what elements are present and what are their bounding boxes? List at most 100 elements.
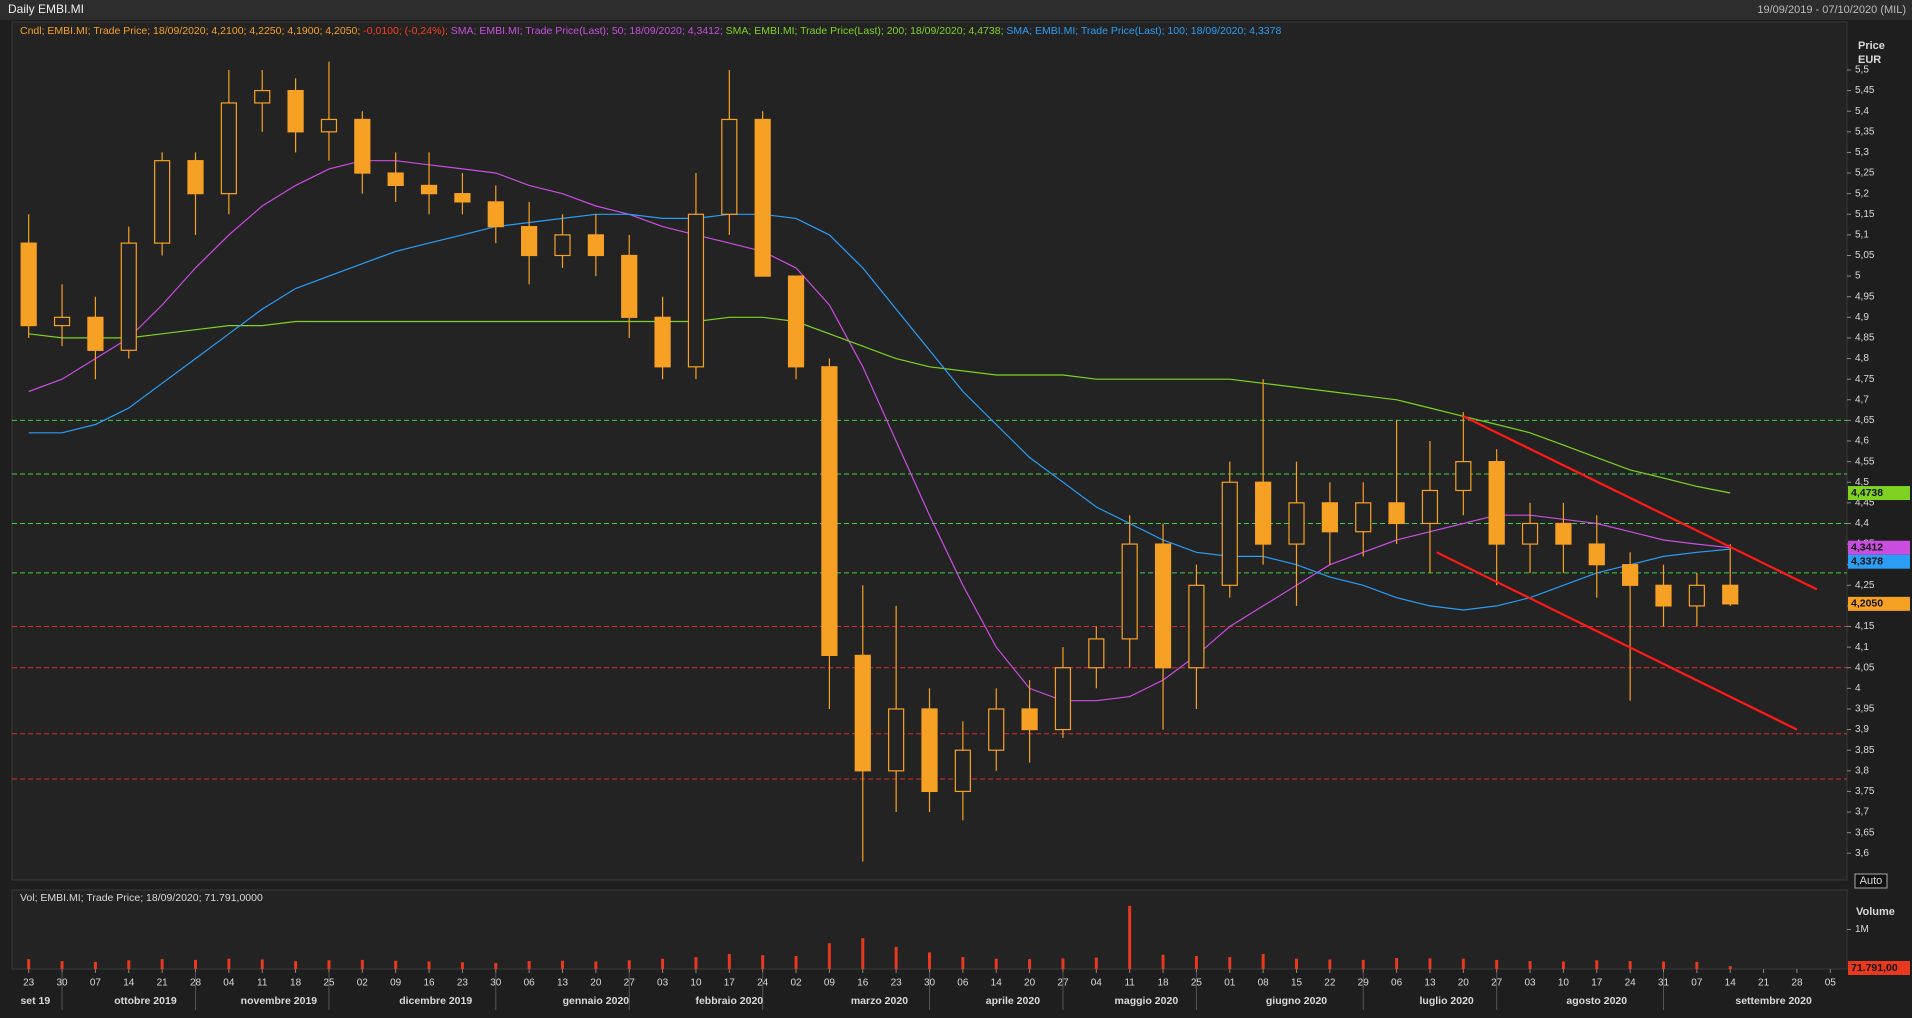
- y-tick-label: 4: [1855, 683, 1861, 694]
- sma-line: [28, 316, 1731, 494]
- volume-bar: [1261, 953, 1265, 969]
- candle-body: [954, 749, 971, 793]
- y-tick-label: 5,4: [1855, 106, 1869, 117]
- y-tick-label: 4,9: [1855, 312, 1869, 323]
- y-tick-label: 4,1: [1855, 642, 1869, 653]
- x-tick-label: 16: [423, 978, 435, 989]
- month-label: maggio 2020: [1115, 995, 1179, 1007]
- y-tick-label: 3,75: [1855, 786, 1875, 797]
- auto-button[interactable]: [1854, 873, 1888, 889]
- candle-body: [721, 118, 738, 215]
- month-label: febbraio 2020: [695, 995, 763, 1007]
- volume-bar: [1528, 961, 1532, 969]
- month-label: marzo 2020: [851, 995, 908, 1007]
- volume-bar: [60, 961, 64, 969]
- candle-body: [1121, 543, 1138, 640]
- volume-bar: [360, 959, 364, 969]
- y-tick-label: 4,95: [1855, 291, 1875, 302]
- y-tick-label: 5,25: [1855, 168, 1875, 179]
- volume-title: Volume: [1856, 906, 1895, 918]
- candle-body: [1655, 584, 1672, 607]
- x-tick-label: 18: [1157, 978, 1169, 989]
- candle-body: [854, 654, 871, 772]
- candle-body: [687, 213, 705, 368]
- y-tick-label: 5,2: [1855, 188, 1869, 199]
- candle-body: [621, 254, 638, 318]
- y-tick-label: 5,15: [1855, 209, 1875, 220]
- auto-button-label[interactable]: Auto: [1860, 875, 1883, 887]
- candle-body: [988, 708, 1005, 751]
- x-tick-label: 03: [657, 978, 669, 989]
- candle-body: [87, 316, 104, 351]
- x-tick-label: 11: [257, 978, 268, 989]
- x-tick-label: 18: [290, 978, 302, 989]
- candle-body: [1421, 489, 1439, 525]
- y-tick-label: 3,8: [1855, 765, 1869, 776]
- volume-bar: [527, 961, 531, 969]
- candle-body: [587, 234, 604, 257]
- y-tick-label: 3,9: [1855, 724, 1869, 735]
- candle-body: [754, 118, 771, 277]
- x-tick-label: 10: [1558, 978, 1570, 989]
- volume-bar: [561, 960, 564, 969]
- volume-bar: [627, 960, 631, 969]
- candle-body: [1622, 564, 1639, 586]
- candle-body: [921, 708, 938, 793]
- legend-entry: SMA; EMBI.MI; Trade Price(Last); 100; 18…: [1006, 25, 1281, 37]
- candle-body: [1154, 543, 1172, 669]
- x-tick-label: 14: [123, 978, 135, 989]
- legend-entry: SMA; EMBI.MI; Trade Price(Last); 200; 18…: [726, 25, 1007, 37]
- y-tick-label: 5,3: [1855, 147, 1869, 158]
- volume-bar: [994, 958, 998, 969]
- y-tick-label: 4,6: [1855, 436, 1869, 447]
- value-tag-label: 4,4738: [1851, 487, 1883, 499]
- candle-body: [287, 89, 304, 133]
- month-label: novembre 2019: [241, 995, 318, 1007]
- candle-body: [821, 366, 838, 656]
- x-tick-label: 02: [790, 978, 802, 989]
- x-tick-label: 09: [390, 978, 402, 989]
- candle-body: [1488, 461, 1505, 545]
- y-tick-label: 4,25: [1855, 580, 1875, 591]
- y-tick-label: 4,05: [1855, 662, 1875, 673]
- x-tick-label: 04: [1091, 978, 1103, 989]
- candle-body: [1355, 502, 1372, 533]
- x-tick-label: 09: [824, 978, 836, 989]
- candle-body: [354, 118, 371, 174]
- y-tick-label: 4,15: [1855, 621, 1875, 632]
- volume-bar: [1628, 961, 1632, 969]
- candle-body: [1054, 667, 1072, 731]
- y-tick-label: 4,7: [1855, 394, 1869, 405]
- x-tick-label: 16: [857, 978, 869, 989]
- candle-body: [20, 242, 37, 327]
- x-tick-label: 08: [1258, 978, 1270, 989]
- volume-legend: Vol; EMBI.MI; Trade Price; 18/09/2020; 7…: [20, 892, 263, 904]
- x-tick-label: 01: [1224, 978, 1236, 989]
- y-tick-label: 3,65: [1855, 827, 1875, 838]
- trend-line: [1462, 415, 1818, 591]
- month-label: giugno 2020: [1266, 995, 1327, 1007]
- volume-bar: [894, 946, 898, 969]
- chart-title: Daily EMBI.MI: [8, 2, 84, 16]
- volume-bar: [727, 953, 731, 969]
- volume-bar: [427, 961, 431, 969]
- volume-bar: [761, 955, 765, 969]
- candle-body: [1388, 502, 1405, 525]
- y-tick-label: 4,45: [1855, 497, 1875, 508]
- y-tick-label: 3,85: [1855, 745, 1875, 756]
- candle-body: [387, 172, 404, 187]
- value-tag-label: 4,3378: [1851, 555, 1883, 567]
- y-axis-unit: EUR: [1858, 54, 1881, 66]
- x-tick-label: 20: [1024, 978, 1036, 989]
- x-tick-label: 10: [690, 978, 702, 989]
- month-label: settembre 2020: [1735, 995, 1812, 1007]
- x-tick-label: 22: [1324, 978, 1336, 989]
- month-label: agosto 2020: [1566, 995, 1627, 1007]
- y-tick-label: 4,4: [1855, 518, 1869, 529]
- y-tick-label: 5: [1855, 271, 1861, 282]
- x-tick-label: 21: [1758, 978, 1770, 989]
- x-tick-label: 17: [1591, 978, 1603, 989]
- volume-bar: [1194, 955, 1198, 969]
- volume-bar: [1461, 958, 1465, 969]
